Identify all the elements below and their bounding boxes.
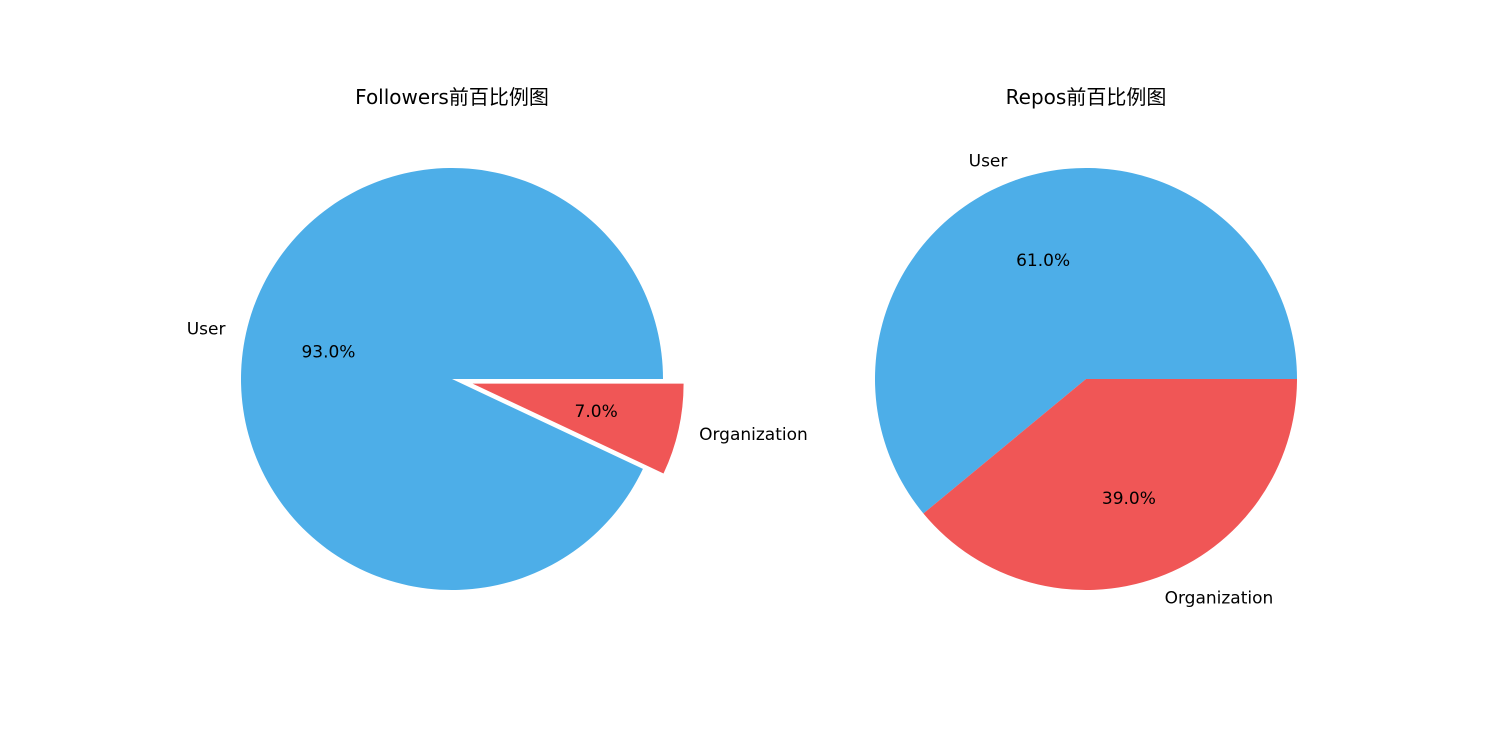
repos-slice-user [875, 168, 1297, 514]
followers-label-user: User [187, 319, 226, 339]
repos-label-organization: Organization [1165, 588, 1274, 608]
followers-percent-organization: 7.0% [575, 402, 618, 422]
repos-percent-organization: 39.0% [1102, 489, 1156, 509]
repos-chart-title: Repos前百比例图 [1006, 85, 1167, 109]
followers-chart-title: Followers前百比例图 [355, 85, 549, 109]
followers-label-organization: Organization [699, 425, 808, 445]
repos-label-user: User [969, 152, 1008, 172]
followers-percent-user: 93.0% [301, 342, 355, 362]
followers-slice-user [241, 167, 663, 590]
followers-slice-organization [472, 383, 684, 474]
followers-pie-chart: Followers前百比例图 User 93.0% Organization 7.0% [187, 85, 808, 590]
repos-percent-user: 61.0% [1016, 251, 1070, 271]
repos-pie-chart: Repos前百比例图 User 61.0% Organization 39.0% [875, 85, 1297, 608]
repos-slice-organization [923, 379, 1297, 591]
